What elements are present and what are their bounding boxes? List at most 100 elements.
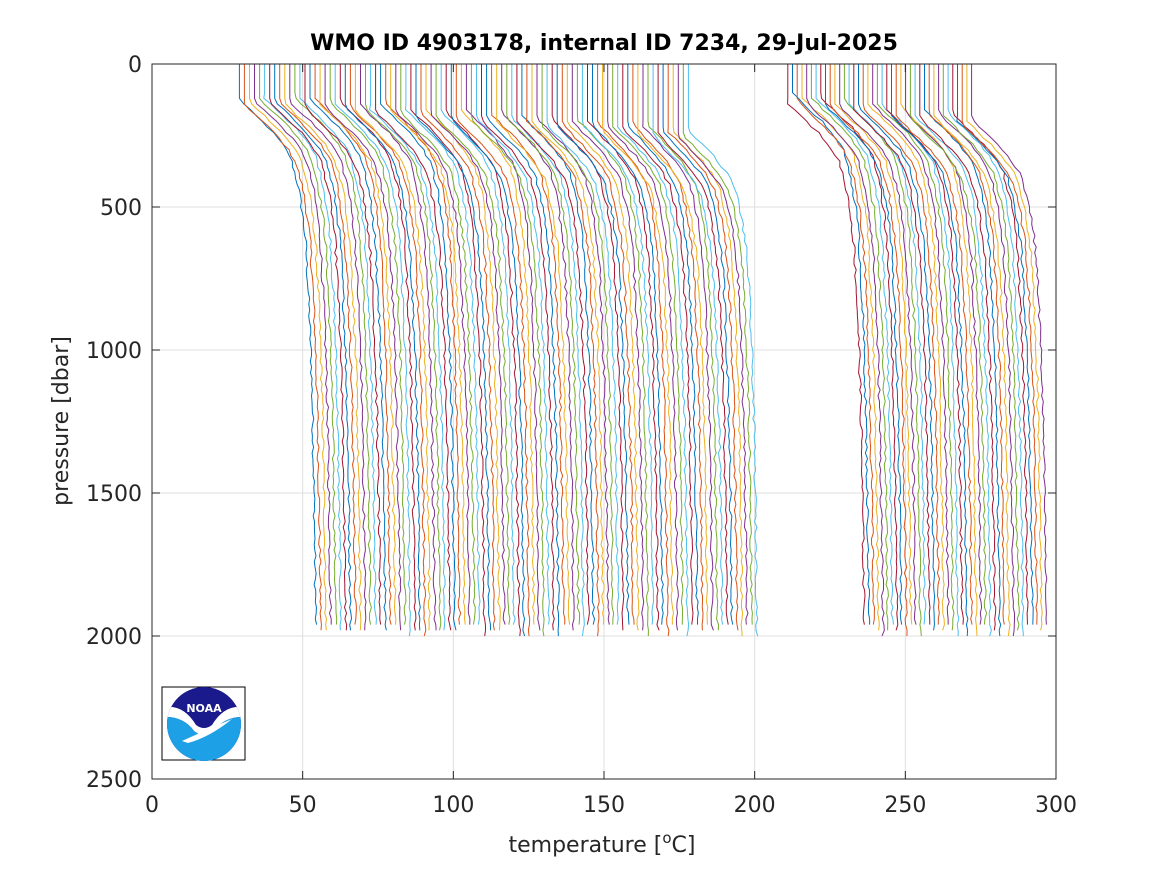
profile-line (561, 64, 635, 625)
profile-line (496, 64, 571, 625)
profile-line (672, 64, 744, 637)
profile-line (380, 64, 457, 631)
profile-line (914, 64, 992, 637)
chart-title: WMO ID 4903178, internal ID 7234, 29-Jul… (310, 31, 898, 56)
x-tick-label: 250 (884, 793, 926, 818)
profile-line (354, 64, 431, 631)
x-tick-label: 50 (289, 793, 317, 818)
profile-line (450, 64, 526, 637)
profile-line (440, 64, 516, 625)
profile-line (541, 64, 615, 625)
profile-line (259, 64, 338, 625)
profile-line (796, 64, 876, 625)
profile-line (657, 64, 729, 625)
profile-line (390, 64, 466, 625)
profile-line (642, 64, 714, 631)
noaa-logo-swoosh (182, 719, 232, 743)
profile-line (687, 64, 759, 637)
profile-line (360, 64, 437, 631)
profile-line (400, 64, 476, 625)
profile-line (263, 64, 342, 631)
profile-line (279, 64, 357, 625)
profile-line (820, 64, 899, 631)
x-axis-label-main: temperature [ (508, 833, 662, 858)
profile-line (344, 64, 421, 631)
y-tick-label: 1500 (86, 482, 142, 507)
profile-line (597, 64, 670, 637)
profile-line (810, 64, 889, 631)
profile-line (329, 64, 407, 625)
profile-line (455, 64, 531, 637)
profile-line (525, 64, 600, 637)
profile-line (853, 64, 931, 625)
profile-line (919, 64, 997, 631)
x-axis-label: temperature [oC] (508, 829, 695, 858)
profile-line (652, 64, 724, 625)
profile-line (602, 64, 675, 625)
profile-line (971, 64, 1048, 625)
profile-line (238, 64, 318, 625)
profile-line (942, 64, 1020, 631)
profile-line (299, 64, 377, 625)
profile-line (881, 64, 960, 637)
profile-line (587, 64, 660, 631)
profile-line (834, 64, 913, 625)
profile-line (289, 64, 367, 631)
profile-line (476, 64, 550, 625)
profile-line (430, 64, 506, 625)
profile-line (612, 64, 684, 625)
profile-line (787, 64, 866, 625)
x-tick-label: 0 (145, 793, 159, 818)
profile-line (506, 64, 581, 625)
profile-line (314, 64, 392, 625)
profile-line (848, 64, 927, 625)
profile-line (867, 64, 945, 631)
profile-line (339, 64, 417, 631)
x-tick-label: 200 (734, 793, 776, 818)
profile-line (460, 64, 536, 625)
profile-line (581, 64, 655, 625)
profile-line (622, 64, 694, 625)
profile-line (933, 64, 1011, 637)
profile-line (415, 64, 491, 631)
profile-line (349, 64, 427, 637)
profile-line (435, 64, 511, 625)
profile-line (334, 64, 411, 637)
profile-line (843, 64, 922, 637)
profile-line (556, 64, 630, 625)
profile-line (404, 64, 481, 625)
profile-line (491, 64, 566, 625)
profile-line (905, 64, 983, 625)
profile-line (862, 64, 941, 625)
profiles (238, 64, 1048, 637)
x-axis-label-superscript: o (662, 829, 671, 847)
profile-line (425, 64, 501, 631)
profile-line (617, 64, 690, 637)
profile-line (806, 64, 885, 637)
x-tick-label: 100 (432, 793, 474, 818)
profile-line (571, 64, 645, 631)
profile-line (465, 64, 541, 631)
x-axis-label-end: C] (672, 833, 696, 858)
profile-line (792, 64, 871, 625)
profile-line (966, 64, 1043, 631)
profile-line (938, 64, 1015, 637)
profile-line (385, 64, 462, 625)
profile-line (956, 64, 1034, 625)
profile-line (375, 64, 452, 631)
profile-line (274, 64, 353, 631)
profile-line (829, 64, 908, 637)
noaa-logo: NOAA (161, 686, 246, 761)
profile-line (284, 64, 362, 631)
profile-line (952, 64, 1029, 625)
noaa-logo-wave (167, 717, 241, 761)
profile-line (531, 64, 605, 625)
profile-line (825, 64, 903, 625)
profile-line (486, 64, 560, 637)
profile-line (667, 64, 739, 631)
profile-line (243, 64, 322, 631)
profile-line (858, 64, 936, 631)
profile-line (365, 64, 442, 631)
x-tick-label: 150 (583, 793, 625, 818)
profile-line (521, 64, 596, 625)
